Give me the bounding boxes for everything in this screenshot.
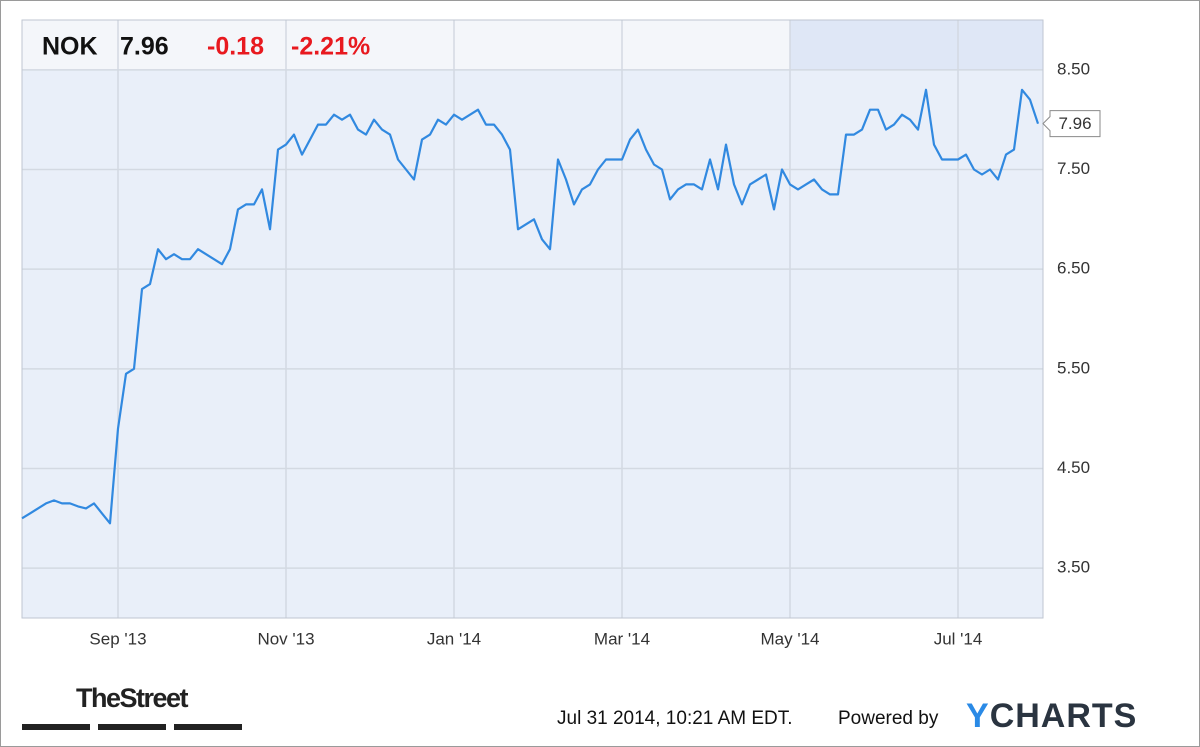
x-tick-label: Sep '13 [89, 629, 146, 648]
y-tick-label: 5.50 [1057, 358, 1090, 377]
x-tick-label: Jul '14 [934, 629, 983, 648]
x-tick-label: Mar '14 [594, 629, 650, 648]
price-line [21, 88, 1040, 525]
y-tick-label: 7.50 [1057, 159, 1090, 178]
plot-area [22, 20, 1043, 618]
change: -0.18 [207, 33, 264, 61]
price: 7.96 [120, 33, 169, 61]
y-tick-label: 8.50 [1057, 59, 1090, 78]
logo-bar [174, 724, 242, 730]
plot-border [21, 19, 1044, 619]
change-percent: -2.21% [291, 33, 370, 61]
header-band [22, 20, 790, 70]
y-tick-label: 6.50 [1057, 259, 1090, 278]
grid [22, 20, 1043, 618]
source-logo: TheStreet [76, 683, 189, 713]
y-tick-label: 3.50 [1057, 558, 1090, 577]
timestamp: Jul 31 2014, 10:21 AM EDT. [557, 708, 793, 729]
brand-rest: CHARTS [990, 697, 1138, 735]
x-tick-label: Jan '14 [427, 629, 481, 648]
x-tick-label: Nov '13 [257, 629, 314, 648]
header-band-right [790, 20, 1043, 70]
last-value-label: 7.96 [1058, 114, 1091, 133]
powered-by: Powered by [838, 708, 939, 729]
logo-bar [98, 724, 166, 730]
logo-bar [22, 724, 90, 730]
x-tick-label: May '14 [761, 629, 820, 648]
y-tick-label: 4.50 [1057, 458, 1090, 477]
brand-y: Y [966, 697, 990, 735]
last-value-box [1042, 110, 1101, 138]
ticker: NOK [42, 33, 98, 61]
brand: YCHARTS [966, 697, 1137, 735]
marks: 7.96 [21, 88, 1101, 525]
